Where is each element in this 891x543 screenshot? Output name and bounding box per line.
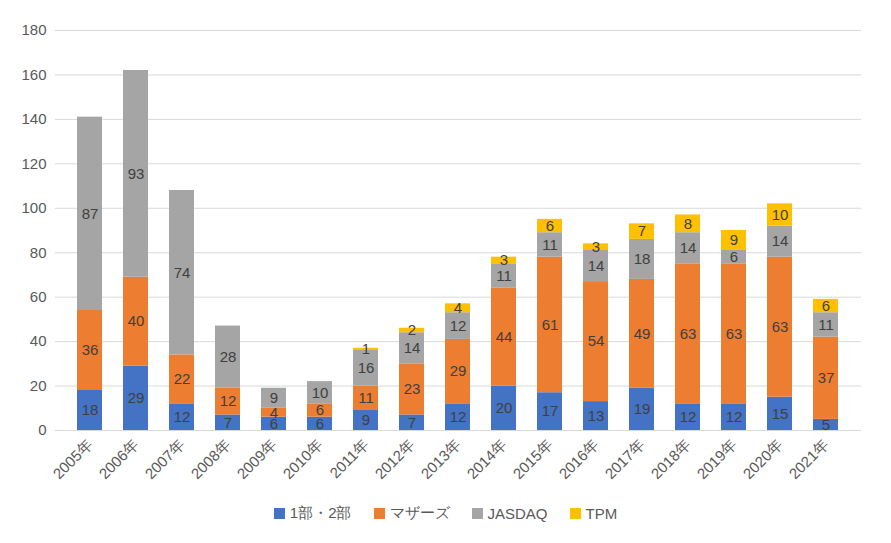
svg-text:63: 63	[680, 325, 697, 342]
svg-text:6: 6	[315, 414, 325, 432]
svg-text:93: 93	[128, 165, 145, 182]
svg-text:14: 14	[404, 339, 421, 356]
svg-text:160: 160	[21, 66, 46, 83]
svg-text:2018年: 2018年	[647, 436, 693, 482]
svg-text:12: 12	[220, 392, 237, 409]
svg-text:23: 23	[404, 380, 421, 397]
svg-text:11: 11	[358, 389, 374, 406]
svg-text:12: 12	[450, 317, 467, 334]
svg-text:11: 11	[818, 316, 834, 333]
svg-text:49: 49	[634, 325, 651, 342]
svg-text:11: 11	[496, 267, 512, 284]
svg-text:80: 80	[30, 244, 47, 261]
svg-text:6: 6	[546, 217, 554, 234]
svg-text:3: 3	[500, 251, 508, 268]
svg-text:18: 18	[82, 401, 99, 418]
svg-text:6: 6	[269, 414, 279, 432]
svg-text:22: 22	[174, 370, 191, 387]
svg-text:7: 7	[224, 414, 232, 431]
svg-text:7: 7	[408, 414, 416, 431]
svg-text:2009年: 2009年	[233, 436, 279, 482]
svg-text:2010年: 2010年	[279, 436, 325, 482]
svg-text:2019年: 2019年	[693, 436, 739, 482]
svg-text:63: 63	[726, 325, 743, 342]
svg-text:2020年: 2020年	[739, 436, 785, 482]
svg-text:2008年: 2008年	[187, 436, 233, 482]
svg-text:2012年: 2012年	[371, 436, 417, 482]
svg-text:12: 12	[450, 408, 467, 425]
svg-text:15: 15	[772, 405, 789, 422]
svg-text:40: 40	[30, 332, 47, 349]
svg-text:180: 180	[21, 21, 46, 38]
svg-text:12: 12	[174, 408, 191, 425]
html-text:1部・2部: 1部・2部	[289, 504, 352, 521]
svg-text:60: 60	[30, 288, 47, 305]
svg-text:2017年: 2017年	[601, 436, 647, 482]
svg-text:20: 20	[30, 377, 47, 394]
svg-text:7: 7	[638, 222, 646, 239]
svg-text:1: 1	[362, 340, 370, 357]
svg-text:100: 100	[21, 199, 46, 216]
svg-text:10: 10	[312, 384, 329, 401]
svg-text:28: 28	[220, 348, 237, 365]
svg-text:14: 14	[588, 257, 605, 274]
svg-text:12: 12	[726, 408, 743, 425]
svg-text:140: 140	[21, 110, 46, 127]
svg-text:4: 4	[454, 299, 462, 316]
svg-text:29: 29	[450, 362, 467, 379]
svg-text:16: 16	[358, 359, 375, 376]
svg-text:0: 0	[38, 421, 46, 438]
html-text:TPM: TPM	[585, 505, 618, 522]
svg-text:6: 6	[316, 401, 324, 418]
svg-text:11: 11	[542, 236, 558, 253]
svg-text:10: 10	[772, 206, 789, 223]
svg-text:6: 6	[822, 297, 830, 314]
svg-text:2006年: 2006年	[95, 436, 141, 482]
svg-text:6: 6	[730, 248, 738, 265]
svg-text:2021年: 2021年	[785, 436, 831, 482]
html-text:マザーズ: マザーズ	[389, 504, 450, 521]
svg-text:36: 36	[82, 341, 99, 358]
svg-text:20: 20	[496, 399, 513, 416]
svg-text:5: 5	[822, 416, 830, 433]
svg-text:17: 17	[542, 402, 559, 419]
svg-text:63: 63	[772, 318, 789, 335]
svg-text:9: 9	[270, 389, 278, 406]
svg-text:74: 74	[174, 264, 191, 281]
svg-text:2007年: 2007年	[141, 436, 187, 482]
svg-text:12: 12	[680, 408, 697, 425]
svg-text:87: 87	[82, 205, 99, 222]
html-text:JASDAQ: JASDAQ	[487, 505, 548, 522]
svg-text:3: 3	[592, 238, 600, 255]
svg-text:14: 14	[772, 232, 789, 249]
svg-text:18: 18	[634, 250, 651, 267]
svg-text:13: 13	[588, 407, 605, 424]
svg-text:2005年: 2005年	[49, 436, 95, 482]
svg-text:2011年: 2011年	[326, 436, 371, 481]
svg-text:54: 54	[588, 332, 605, 349]
svg-text:40: 40	[128, 312, 145, 329]
svg-text:37: 37	[818, 369, 835, 386]
svg-text:120: 120	[21, 155, 46, 172]
svg-text:2014年: 2014年	[463, 436, 509, 482]
svg-text:2013年: 2013年	[417, 436, 463, 482]
svg-text:8: 8	[684, 215, 692, 232]
svg-text:29: 29	[128, 389, 145, 406]
svg-text:9: 9	[730, 231, 738, 248]
svg-text:9: 9	[362, 411, 370, 428]
svg-text:2016年: 2016年	[555, 436, 601, 482]
svg-text:14: 14	[680, 239, 697, 256]
svg-text:2015年: 2015年	[509, 436, 555, 482]
svg-text:61: 61	[542, 316, 559, 333]
svg-text:19: 19	[634, 400, 651, 417]
svg-text:4: 4	[269, 403, 279, 421]
svg-text:2: 2	[408, 321, 416, 338]
svg-text:44: 44	[496, 328, 513, 345]
